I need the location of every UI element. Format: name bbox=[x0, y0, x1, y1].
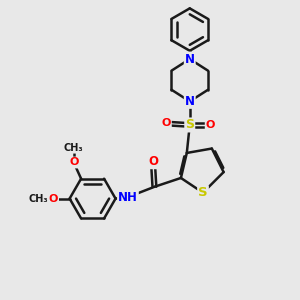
Text: O: O bbox=[148, 155, 158, 168]
Text: O: O bbox=[69, 158, 78, 167]
Text: NH: NH bbox=[118, 190, 138, 204]
Text: S: S bbox=[198, 186, 208, 199]
Text: O: O bbox=[161, 118, 171, 128]
Text: S: S bbox=[185, 118, 194, 131]
Text: N: N bbox=[185, 95, 195, 108]
Text: N: N bbox=[185, 52, 195, 65]
Text: O: O bbox=[206, 120, 215, 130]
Text: CH₃: CH₃ bbox=[64, 143, 84, 153]
Text: O: O bbox=[49, 194, 58, 204]
Text: CH₃: CH₃ bbox=[29, 194, 49, 204]
